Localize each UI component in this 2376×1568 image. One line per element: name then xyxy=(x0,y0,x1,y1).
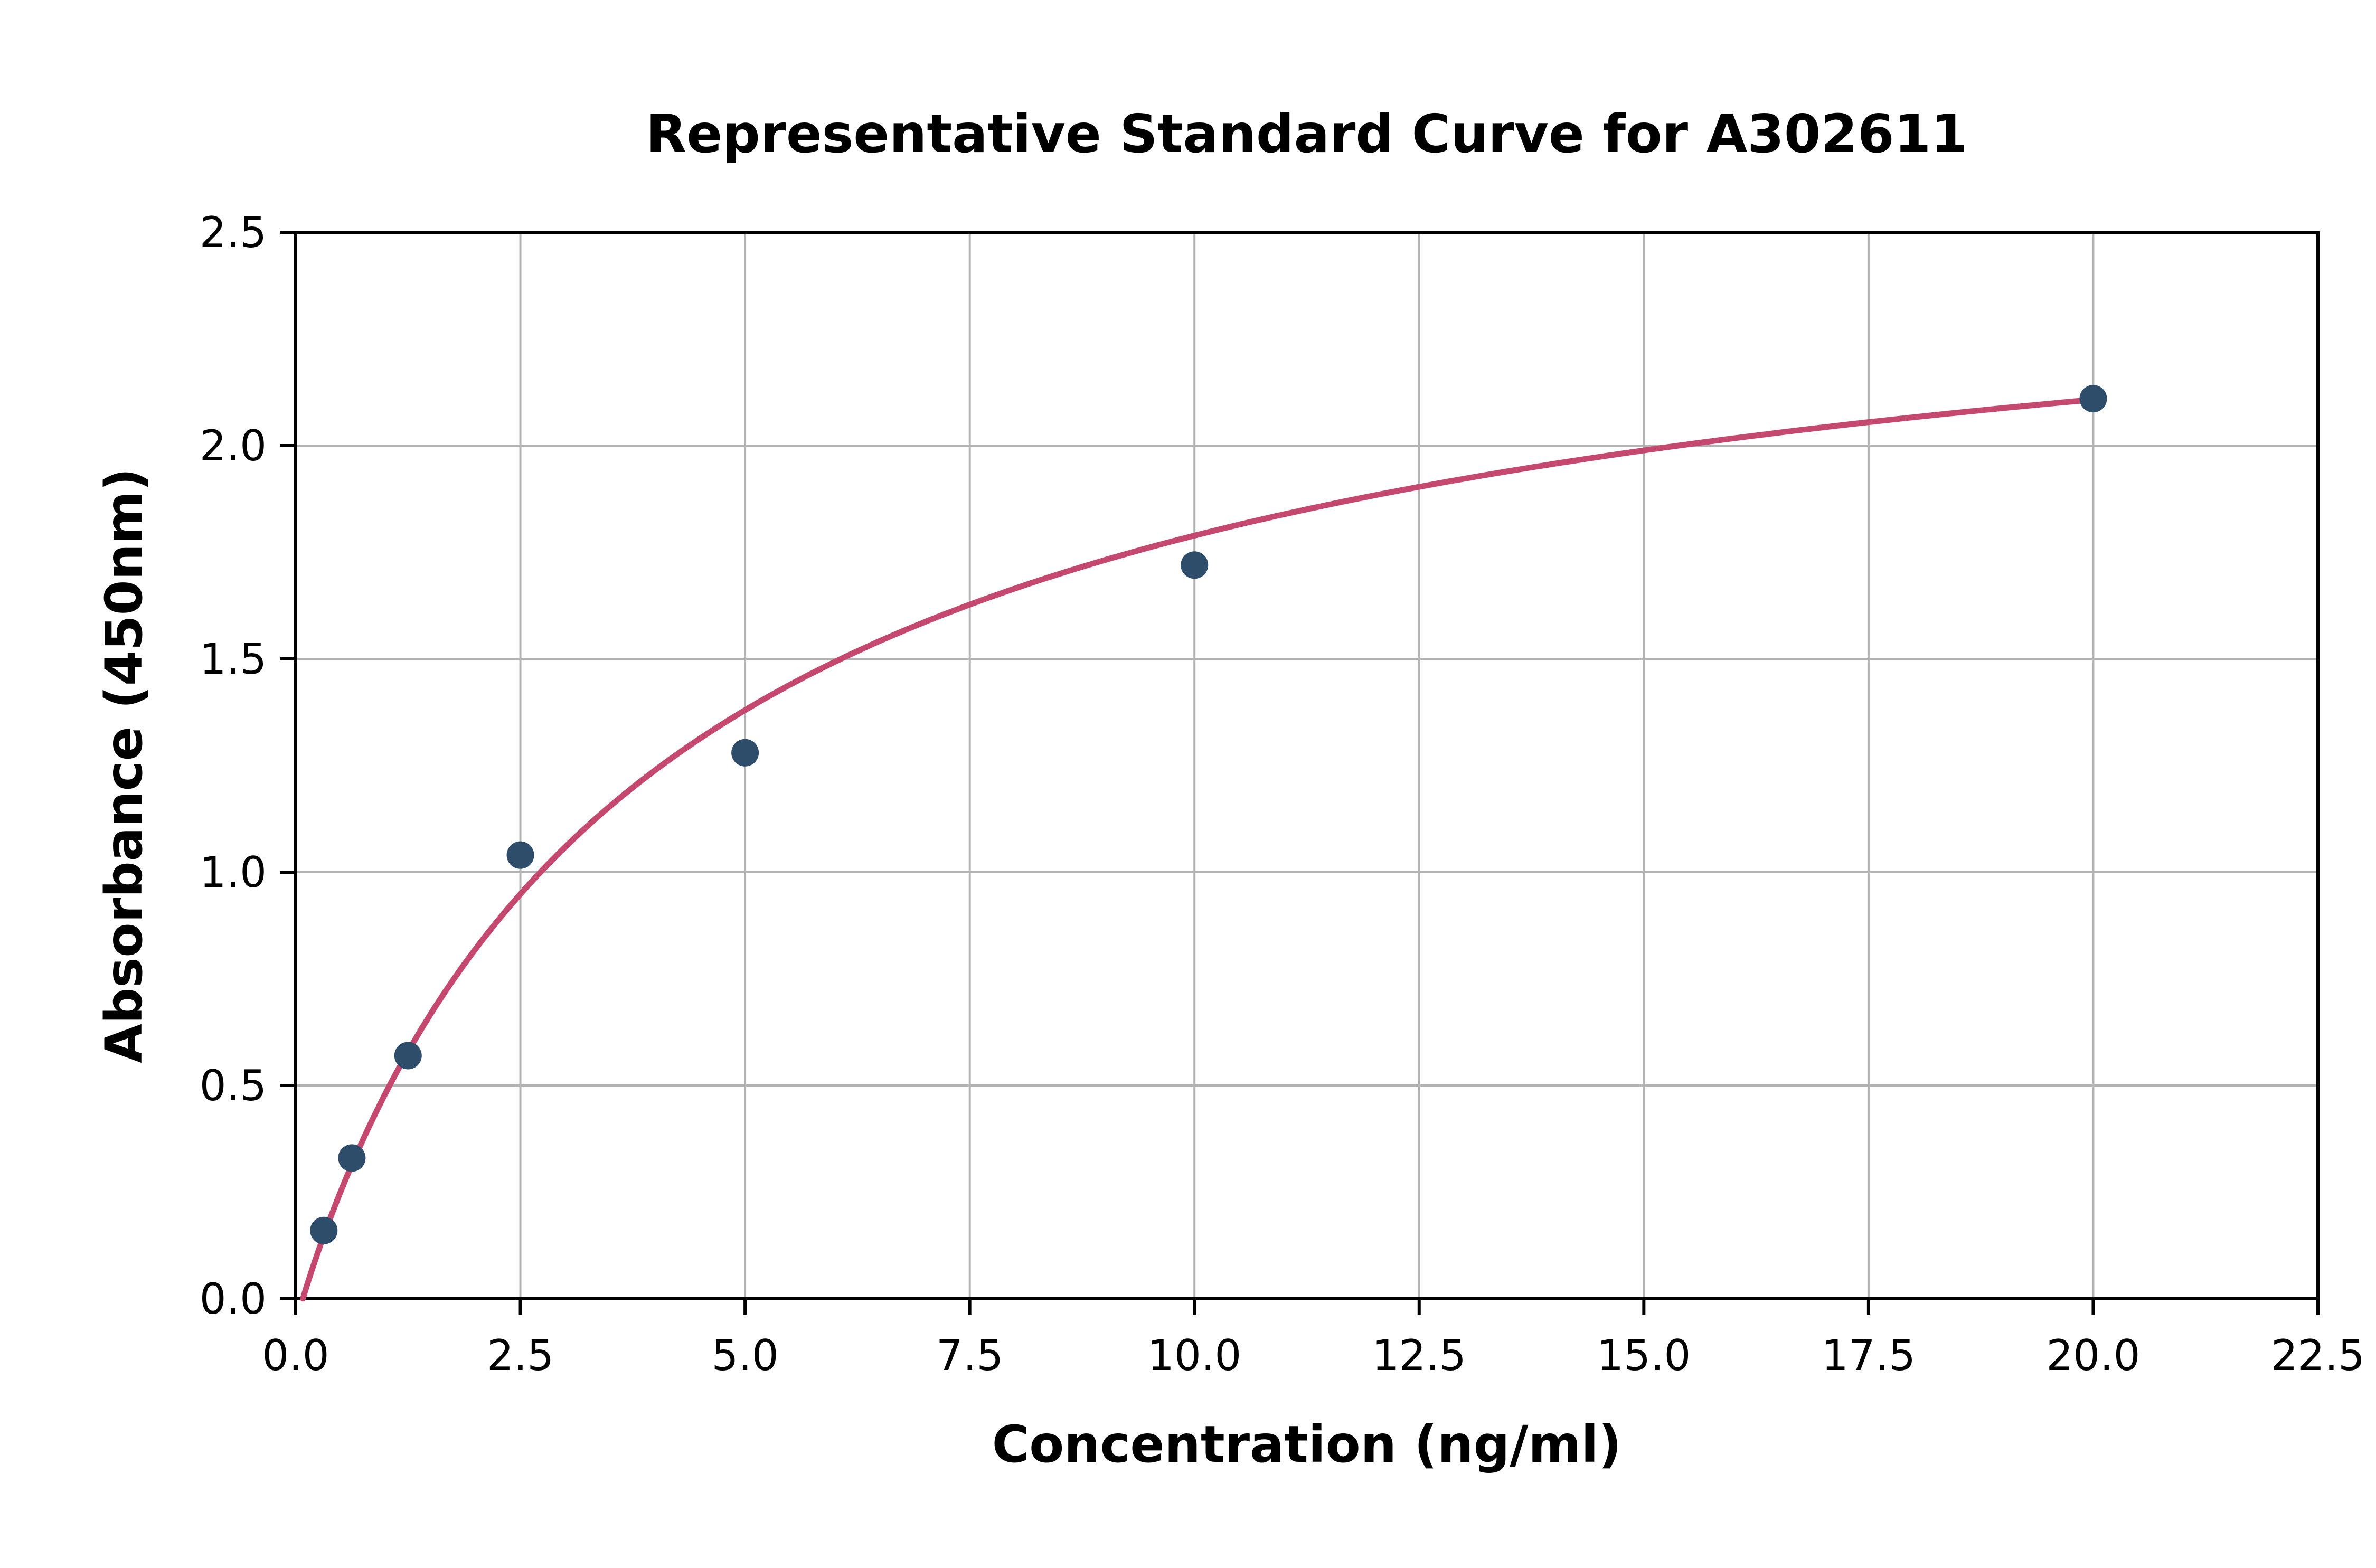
x-tick-label: 10.0 xyxy=(1147,1331,1241,1380)
plot-border xyxy=(294,231,2320,1300)
x-tick-label: 22.5 xyxy=(2271,1331,2365,1380)
x-axis-label: Concentration (ng/ml) xyxy=(992,1415,1622,1474)
y-tick-label: 1.5 xyxy=(200,635,267,684)
x-tick-label: 0.0 xyxy=(262,1331,329,1380)
data-point xyxy=(338,1144,366,1172)
data-point xyxy=(1181,551,1209,579)
x-tick-label: 15.0 xyxy=(1597,1331,1691,1380)
y-tick-label: 2.5 xyxy=(200,208,267,257)
data-point xyxy=(394,1042,422,1070)
data-point xyxy=(506,841,534,869)
x-tick-label: 7.5 xyxy=(936,1331,1003,1380)
data-point xyxy=(2079,385,2107,413)
y-tick-label: 1.0 xyxy=(200,848,267,897)
x-tick-label: 2.5 xyxy=(487,1331,554,1380)
y-tick-label: 0.5 xyxy=(200,1061,267,1110)
data-point xyxy=(310,1216,338,1244)
x-tick-label: 20.0 xyxy=(2046,1331,2140,1380)
x-tick-label: 5.0 xyxy=(711,1331,778,1380)
data-point xyxy=(731,739,759,767)
x-tick-label: 17.5 xyxy=(1822,1331,1916,1380)
y-tick-label: 0.0 xyxy=(200,1274,267,1324)
x-tick-label: 12.5 xyxy=(1372,1331,1466,1380)
y-tick-label: 2.0 xyxy=(200,421,267,470)
chart-title: Representative Standard Curve for A30261… xyxy=(646,103,1968,165)
fit-curve xyxy=(300,396,2096,1302)
